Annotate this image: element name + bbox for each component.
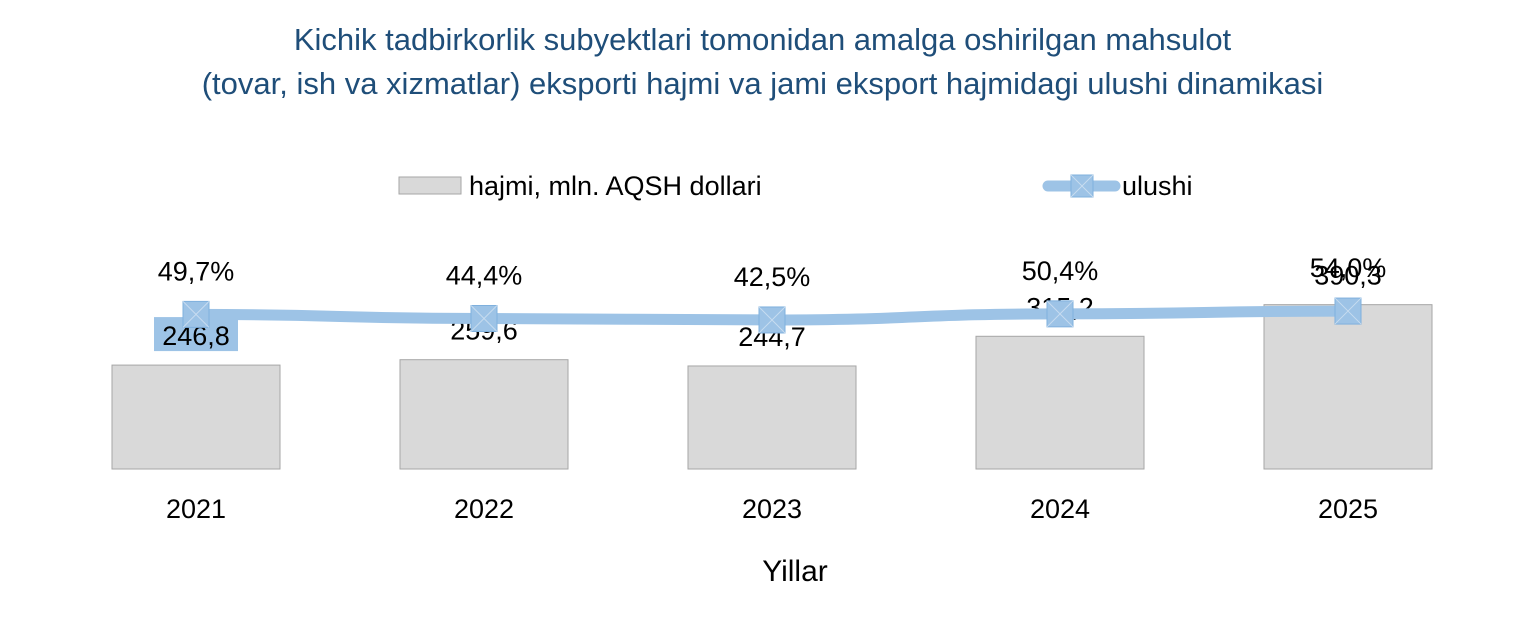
legend: hajmi, mln. AQSH dollari ulushi: [398, 171, 1193, 201]
line-point-2023: [758, 306, 786, 334]
line-value-label-2021: 49,7%: [158, 256, 235, 286]
bar-2021: [111, 364, 281, 470]
line-point-2024: [1046, 300, 1074, 328]
line-value-labels: 49,7% 44,4% 42,5% 50,4% 54,0%: [158, 253, 1387, 292]
line-value-label-2023: 42,5%: [734, 262, 811, 292]
line-series: [182, 297, 1362, 334]
x-tick-label-2025: 2025: [1318, 494, 1378, 524]
legend-line-marker: [1070, 174, 1094, 198]
x-tick-label-2024: 2024: [1030, 494, 1090, 524]
line-value-label-2022: 44,4%: [446, 260, 523, 290]
x-tick-label-2023: 2023: [742, 494, 802, 524]
line-value-label-2024: 50,4%: [1022, 256, 1099, 286]
line-point-2021: [182, 300, 210, 328]
chart-title-line-1: Kichik tadbirkorlik subyektlari tomonida…: [293, 22, 1232, 57]
x-axis-title: Yillar: [762, 555, 828, 588]
legend-bar-swatch: [398, 176, 462, 195]
x-tick-label-2021: 2021: [166, 494, 226, 524]
bar-2022: [399, 359, 569, 470]
line-point-2022: [470, 304, 498, 332]
bar-series: [111, 304, 1433, 470]
x-tick-label-2022: 2022: [454, 494, 514, 524]
x-axis: 2021 2022 2023 2024 2025: [166, 494, 1378, 524]
line-point-2025: [1334, 297, 1362, 325]
bar-2025: [1263, 304, 1433, 470]
legend-line-label: ulushi: [1122, 171, 1193, 201]
bar-2024: [975, 335, 1145, 470]
chart-title-line-2: (tovar, ish va xizmatlar) eksporti hajmi…: [201, 66, 1324, 101]
bar-value-label-2025: 390,3: [1314, 261, 1382, 291]
legend-bar-label: hajmi, mln. AQSH dollari: [469, 171, 762, 201]
bar-2023: [687, 365, 857, 470]
chart-title: Kichik tadbirkorlik subyektlari tomonida…: [0, 18, 1525, 106]
line-value-label-2025: 54,0%: [1310, 253, 1387, 283]
